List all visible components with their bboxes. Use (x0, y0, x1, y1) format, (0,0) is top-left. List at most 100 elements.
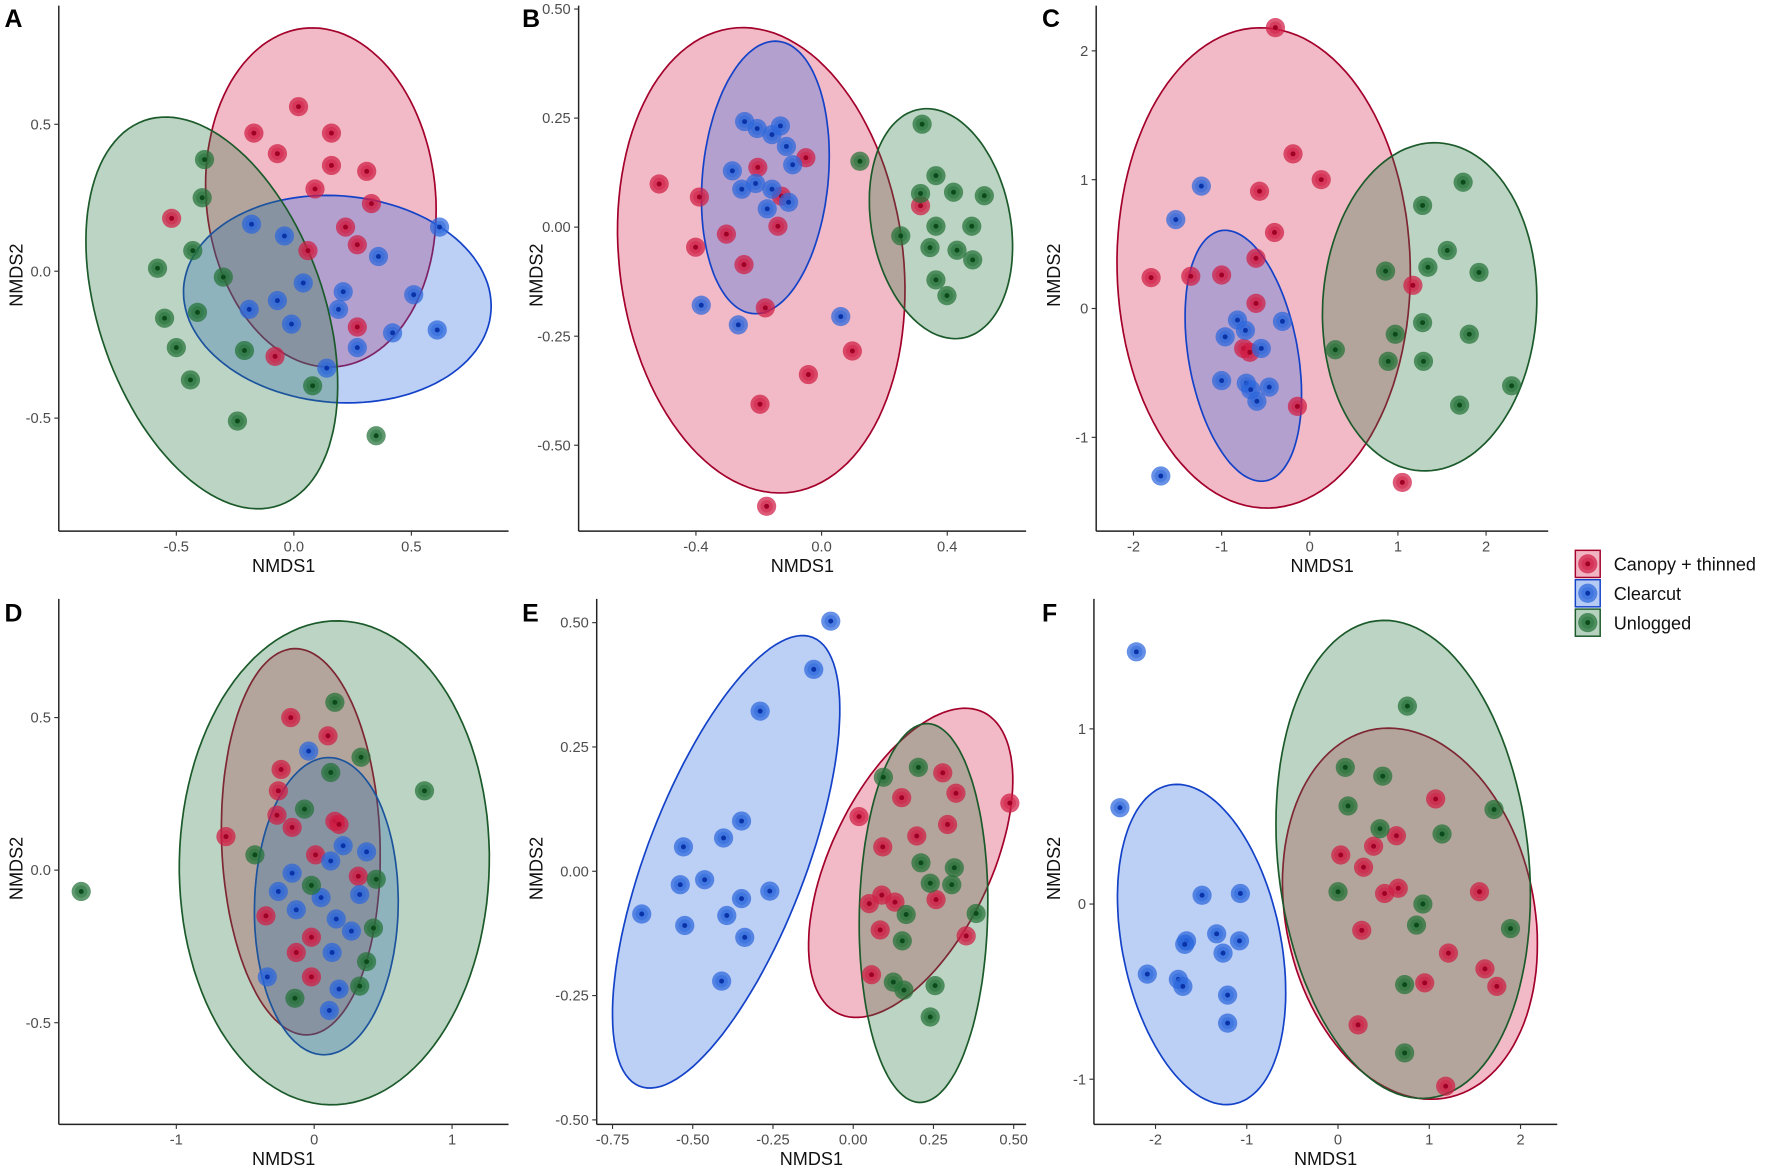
point-unlogged (894, 980, 914, 1000)
ellipse-unlogged (85, 116, 339, 510)
point-canopy-thinned (956, 926, 976, 946)
point-canopy-thinned (873, 837, 893, 857)
point-unlogged (1397, 696, 1417, 716)
point-unlogged (1385, 324, 1405, 344)
point-canopy-thinned (348, 866, 368, 886)
point-unlogged (850, 151, 870, 171)
point-canopy-thinned (849, 806, 869, 827)
ellipse-canopy-thinned (220, 647, 382, 1036)
point-unlogged (926, 270, 946, 290)
point-canopy-thinned (686, 237, 706, 257)
y-tick-label: 0 (1080, 302, 1088, 318)
y-tick-label: -0.25 (537, 329, 570, 345)
y-axis-title: NMDS2 (1044, 837, 1064, 900)
point-unlogged (1450, 395, 1470, 415)
point-unlogged (1484, 799, 1504, 820)
point-clearcut (1251, 338, 1271, 359)
point-canopy-thinned (267, 805, 287, 825)
point-canopy-thinned (734, 255, 754, 275)
point-unlogged (183, 241, 203, 261)
legend-label: Unlogged (1614, 613, 1691, 633)
x-tick-label: -1 (1215, 539, 1228, 555)
point-unlogged (966, 903, 986, 924)
point-clearcut (1259, 377, 1279, 397)
x-tick-label: 1 (1394, 539, 1402, 555)
point-clearcut (257, 967, 277, 987)
point-canopy-thinned (1364, 836, 1384, 856)
point-canopy-thinned (748, 157, 768, 177)
x-axis-title: NMDS1 (780, 1149, 843, 1169)
point-clearcut (762, 125, 782, 145)
point-clearcut (1191, 176, 1211, 196)
point-unlogged (896, 904, 916, 925)
y-tick-label: 2 (1080, 44, 1088, 60)
point-unlogged (944, 858, 964, 878)
y-tick-label: -1 (1073, 1072, 1086, 1088)
point-clearcut (1173, 976, 1193, 996)
point-unlogged (321, 762, 341, 783)
point-unlogged (301, 875, 322, 896)
point-clearcut (747, 118, 767, 139)
point-canopy-thinned (298, 241, 318, 261)
point-canopy-thinned (1249, 181, 1270, 201)
point-clearcut (1166, 210, 1186, 230)
point-unlogged (920, 873, 940, 893)
point-canopy-thinned (267, 144, 288, 164)
y-tick-label: 0.50 (542, 2, 571, 18)
plot-area (71, 620, 491, 1106)
point-clearcut (356, 842, 377, 862)
y-tick-label: -0.5 (26, 411, 51, 427)
legend-label: Clearcut (1614, 584, 1681, 604)
point-unlogged (1413, 894, 1433, 914)
point-canopy-thinned (282, 817, 302, 838)
point-clearcut (427, 320, 447, 340)
point-canopy-thinned (1311, 170, 1331, 190)
panel-f: -2 -1 0 1 2 -1 0 1 NMDS1 NMDS2 F (1042, 598, 1558, 1169)
x-tick-label: -1 (1240, 1133, 1253, 1149)
point-clearcut (347, 338, 367, 358)
point-canopy-thinned (1141, 267, 1161, 288)
point-unlogged (891, 226, 911, 246)
point-canopy-thinned (244, 123, 264, 143)
point-canopy-thinned (1469, 882, 1490, 902)
plot-area (611, 611, 1020, 1104)
point-unlogged (192, 188, 212, 208)
point-canopy-thinned (1353, 857, 1374, 877)
point-canopy-thinned (347, 235, 367, 255)
point-unlogged (363, 918, 384, 938)
y-axis-title: NMDS2 (7, 244, 27, 307)
point-unlogged (974, 186, 994, 206)
point-canopy-thinned (1287, 396, 1308, 417)
point-unlogged (234, 340, 255, 361)
point-canopy-thinned (757, 496, 777, 516)
x-tick-label: 2 (1482, 539, 1490, 555)
point-clearcut (1229, 931, 1250, 951)
point-unlogged (963, 250, 983, 270)
point-unlogged (180, 370, 201, 390)
point-canopy-thinned (1181, 266, 1201, 286)
panel-letter: B (522, 5, 540, 33)
x-tick-label: 0.5 (401, 539, 421, 555)
plot-area (1110, 619, 1539, 1106)
y-tick-label: 0 (1078, 897, 1086, 913)
point-clearcut (241, 214, 262, 234)
x-tick-label: 1 (1425, 1133, 1433, 1149)
point-unlogged (925, 976, 945, 996)
ellipse-clearcut (700, 40, 831, 315)
ellipse-canopy-thinned (204, 27, 437, 368)
panel-letter: A (5, 5, 23, 33)
point-canopy-thinned (347, 317, 367, 337)
panels: -0.5 0.0 0.5 -0.5 0.0 0.5 NMDS1 NMDS2 A -0.4 0.0 0.… (5, 2, 1558, 1169)
point-clearcut (404, 285, 424, 305)
point-canopy-thinned (649, 174, 669, 194)
point-canopy-thinned (1000, 793, 1020, 813)
x-axis-title: NMDS1 (1291, 556, 1354, 576)
plot-area (1116, 18, 1538, 509)
point-canopy-thinned (1283, 144, 1303, 164)
point-clearcut (429, 217, 450, 237)
point-canopy-thinned (1403, 275, 1423, 295)
x-tick-label: 0.0 (284, 539, 304, 555)
x-tick-label: 0 (1334, 1133, 1342, 1149)
x-axis-title: NMDS1 (252, 556, 315, 576)
y-tick-label: 0.5 (30, 117, 50, 133)
